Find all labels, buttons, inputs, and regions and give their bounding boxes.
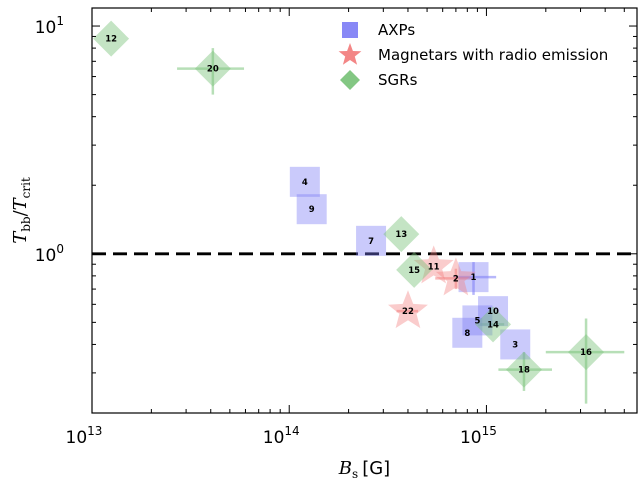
legend-label: SGRs bbox=[378, 71, 418, 89]
data-point-label: 10 bbox=[487, 307, 499, 317]
data-point-star bbox=[388, 290, 428, 329]
data-point-square bbox=[462, 305, 493, 336]
data-point-label: 18 bbox=[518, 366, 530, 376]
legend-marker-star bbox=[338, 43, 362, 65]
tick-layer bbox=[91, 8, 637, 414]
data-point-diamond bbox=[475, 306, 512, 343]
legend-marker-diamond bbox=[340, 70, 360, 90]
data-point-label: 11 bbox=[428, 262, 440, 272]
data-point-label: 7 bbox=[368, 237, 374, 247]
data-point-label: 13 bbox=[395, 230, 407, 240]
x-tick-label: 1015 bbox=[460, 424, 497, 448]
data-point-label: 1 bbox=[471, 273, 477, 283]
data-point-label: 22 bbox=[402, 307, 414, 317]
data-point-square bbox=[458, 262, 489, 293]
data-point-label: 9 bbox=[309, 205, 315, 215]
data-point-diamond bbox=[505, 351, 542, 388]
data-point-label: 14 bbox=[487, 320, 499, 330]
data-point-label: 3 bbox=[512, 340, 518, 350]
y-axis-label: Tbb/Tcrit bbox=[10, 177, 33, 244]
data-point-square bbox=[500, 329, 531, 360]
plot-frame bbox=[91, 7, 638, 414]
y-tick-label: 101 bbox=[35, 14, 64, 38]
legend: AXPs Magnetars with radio emission SGRs bbox=[338, 21, 608, 90]
data-point-diamond bbox=[383, 216, 420, 253]
data-point-label: 5 bbox=[474, 316, 480, 326]
x-tick-label: 1014 bbox=[263, 424, 300, 448]
data-point-label: 2 bbox=[453, 274, 459, 284]
legend-marker-square bbox=[342, 22, 358, 38]
data-point-square bbox=[356, 225, 387, 256]
data-point-diamond bbox=[93, 20, 130, 57]
data-point-label: 16 bbox=[580, 348, 592, 358]
legend-label: AXPs bbox=[378, 21, 415, 39]
y-tick-label: 100 bbox=[35, 242, 64, 266]
data-point-label: 12 bbox=[105, 35, 117, 45]
data-point-square bbox=[289, 166, 320, 197]
legend-label: Magnetars with radio emission bbox=[378, 46, 608, 64]
data-point-label: 20 bbox=[207, 65, 219, 75]
data-point-square bbox=[296, 194, 327, 225]
data-point-label: 4 bbox=[302, 178, 308, 188]
data-point-square bbox=[478, 296, 509, 327]
x-tick-label: 1013 bbox=[66, 424, 103, 448]
data-point-star bbox=[435, 257, 476, 296]
data-point-diamond bbox=[568, 334, 605, 371]
data-point-diamond bbox=[194, 50, 231, 87]
marker-layer bbox=[93, 20, 605, 388]
data-point-label: 15 bbox=[408, 266, 420, 276]
x-axis-label: Bs [G] bbox=[338, 458, 390, 481]
data-point-square bbox=[452, 317, 483, 348]
data-point-diamond bbox=[396, 251, 433, 288]
data-point-star bbox=[413, 245, 454, 284]
data-point-label: 8 bbox=[464, 329, 470, 339]
error-bar-layer bbox=[177, 48, 625, 404]
